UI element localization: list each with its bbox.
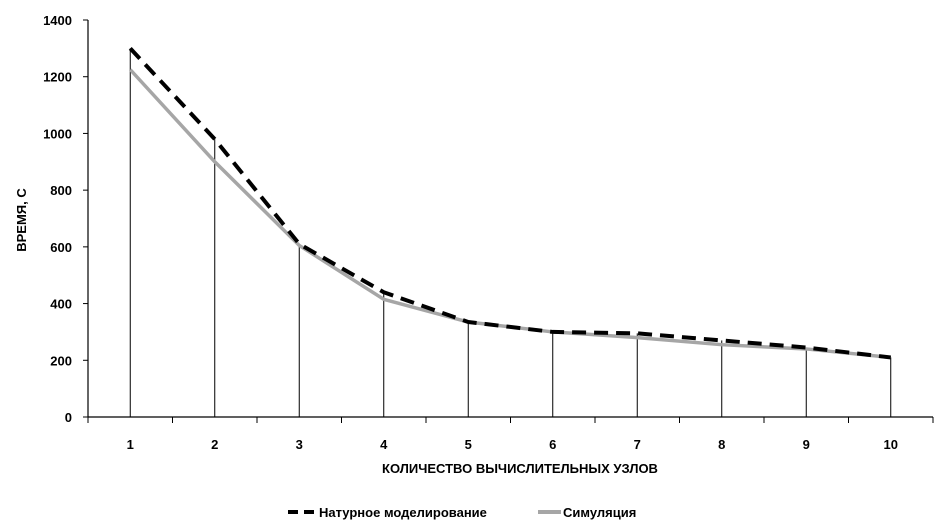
x-tick-label: 3 (296, 437, 303, 452)
series-line-natural (128, 46, 891, 360)
y-tick-label: 800 (50, 183, 72, 198)
x-tick-label: 9 (803, 437, 810, 452)
x-tick-label: 5 (465, 437, 472, 452)
legend-label-natural: Натурное моделирование (319, 505, 487, 520)
x-tick-label: 1 (127, 437, 134, 452)
axes: 0 200 400 600 800 1000 1200 1400 1 2 3 4 5 6 7 8 9 10 (43, 13, 934, 452)
legend: Натурное моделирование Симуляция (288, 505, 636, 520)
series-line-simulation (128, 68, 891, 360)
x-tick-label: 8 (718, 437, 725, 452)
x-tick-label: 7 (634, 437, 641, 452)
legend-label-simulation: Симуляция (563, 505, 636, 520)
y-tick-label: 400 (50, 297, 72, 312)
x-tick-label: 4 (380, 437, 388, 452)
y-tick-label: 600 (50, 240, 72, 255)
y-tick-label: 1000 (43, 126, 72, 141)
x-tick-label: 6 (549, 437, 556, 452)
y-axis-title: ВРЕМЯ, С (14, 188, 29, 252)
series-lines (128, 46, 891, 360)
x-tick-label: 2 (211, 437, 218, 452)
y-tick-label: 200 (50, 353, 72, 368)
x-tick-label: 10 (884, 437, 898, 452)
y-tick-label: 1400 (43, 13, 72, 28)
y-tick-label: 0 (65, 410, 72, 425)
drop-lines (129, 48, 892, 417)
x-axis-title: КОЛИЧЕСТВО ВЫЧИСЛИТЕЛЬНЫХ УЗЛОВ (382, 461, 658, 476)
y-tick-label: 1200 (43, 70, 72, 85)
